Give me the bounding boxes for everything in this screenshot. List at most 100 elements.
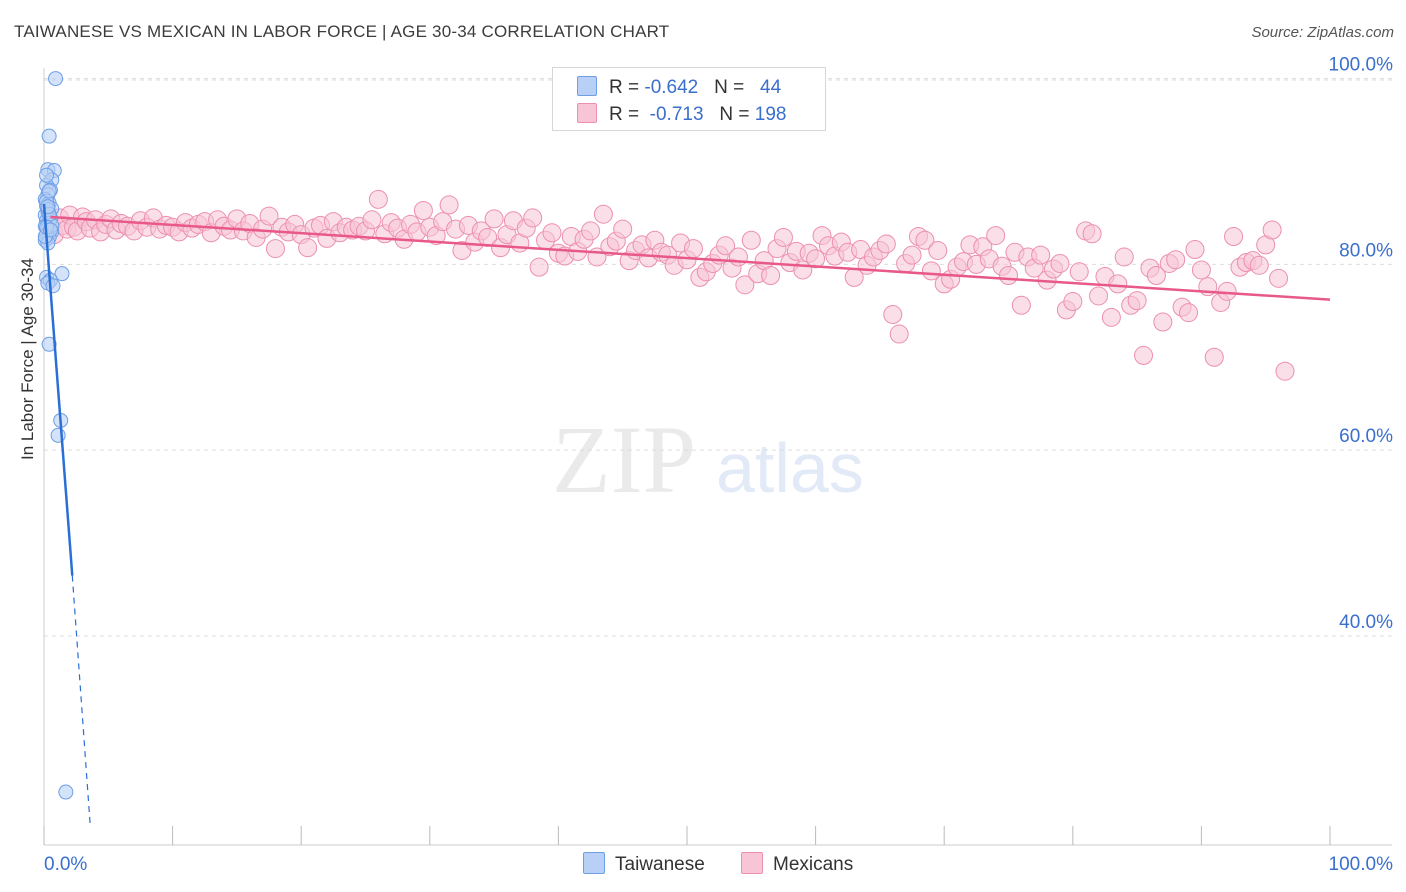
mexican-point (889, 324, 909, 344)
mexican-point (1217, 281, 1237, 301)
legend-n-label: N = (719, 104, 755, 125)
legend-n-label: N = (714, 77, 750, 98)
mexican-point (999, 266, 1018, 286)
mexican-point (1146, 266, 1166, 286)
mexican-point (1262, 220, 1282, 240)
taiwanese-point (41, 128, 57, 144)
watermark-atlas: atlas (716, 429, 864, 507)
legend-swatch-mexicans (577, 103, 597, 123)
mexican-point (728, 247, 748, 267)
legend-swatch-taiwanese (577, 76, 597, 96)
legend-n-value: 44 (760, 77, 782, 98)
taiwanese-trend-line (42, 203, 74, 576)
legend-row-taiwanese: R = -0.642 N = 44 (577, 76, 781, 100)
mexican-point (1134, 345, 1154, 365)
mexican-point (1050, 253, 1070, 273)
grid-lines (44, 78, 1392, 637)
mexican-point (773, 227, 793, 247)
legend-row-mexicans: R = -0.713 N = 198 (577, 103, 786, 127)
mexican-point (915, 230, 935, 250)
mexican-point (1069, 262, 1089, 282)
mexican-point (683, 239, 703, 259)
stats-legend: R = -0.642 N = 44 R = -0.713 N = 198 (552, 67, 826, 131)
mexican-point (1204, 347, 1224, 367)
mexican-point (368, 189, 388, 209)
bottom-legend-mexicans: Mexicans (741, 852, 853, 876)
mexican-point (986, 226, 1006, 246)
mexican-point (413, 200, 433, 220)
mexican-point (1031, 245, 1051, 265)
mexican-point (1185, 240, 1205, 260)
mexican-trend-line (50, 215, 1331, 301)
chart-source: Source: ZipAtlas.com (1251, 24, 1394, 41)
bottom-legend-label: Mexicans (773, 854, 854, 875)
mexican-point (1063, 292, 1083, 312)
mexican-point (581, 221, 601, 241)
mexican-point (1101, 307, 1121, 327)
y-tick-label: 60.0% (1339, 426, 1393, 447)
mexican-point (613, 219, 633, 239)
legend-r-value: -0.713 (649, 104, 704, 125)
mexican-point (1166, 250, 1186, 270)
taiwanese-point (48, 71, 64, 87)
legend-r-label: R = (609, 77, 645, 98)
taiwanese-point (41, 336, 57, 352)
mexican-point (716, 236, 736, 256)
mexican-point (883, 305, 903, 325)
mexican-point (1114, 247, 1134, 267)
mexican-point (439, 195, 459, 215)
mexican-point (529, 257, 549, 277)
bottom-legend-swatch-taiwanese (583, 852, 605, 874)
x-tick-label: 0.0% (44, 854, 87, 875)
legend-r-label: R = (609, 104, 645, 125)
bottom-legend-taiwanese: Taiwanese (583, 852, 705, 876)
legend-r-value: -0.642 (644, 77, 699, 98)
taiwanese-point (39, 167, 55, 183)
mexican-point (928, 240, 948, 260)
mexican-point (1275, 361, 1295, 381)
mexican-point (902, 245, 922, 265)
watermark-zip: ZIP (552, 406, 696, 513)
taiwanese-point (54, 266, 70, 282)
mexican-point (1191, 260, 1211, 280)
mexican-point (265, 239, 285, 259)
mexican-point (542, 223, 562, 243)
tick-labels: 40.0% 60.0% 80.0% 100.0% 0.0% 100.0% (44, 55, 1393, 875)
bottom-legend-label: Taiwanese (615, 854, 705, 875)
mexican-point (298, 238, 318, 258)
x-tick-label: 100.0% (1329, 854, 1394, 875)
mexican-point (259, 206, 279, 226)
mexican-point (741, 230, 761, 250)
taiwanese-point (58, 784, 74, 800)
taiwanese-point (40, 199, 56, 215)
bottom-legend-swatch-mexicans (741, 852, 763, 874)
chart-title: TAIWANESE VS MEXICAN IN LABOR FORCE | AG… (14, 22, 670, 41)
taiwanese-trend-extension (71, 575, 91, 827)
y-tick-label: 80.0% (1339, 240, 1393, 261)
taiwanese-point (45, 278, 61, 294)
mexican-point (1089, 286, 1109, 306)
mexican-point (1249, 255, 1269, 275)
mexican-point (484, 209, 504, 229)
mexican-point (806, 249, 826, 269)
mexican-point (1269, 268, 1289, 288)
watermark: ZIP atlas (552, 406, 864, 513)
mexican-point (593, 204, 613, 224)
mexican-point (1108, 274, 1128, 294)
mexican-point (1153, 312, 1173, 332)
taiwanese-point (41, 183, 57, 199)
mexican-point (1011, 295, 1031, 315)
mexican-point (1127, 291, 1147, 311)
mexican-point (876, 234, 896, 254)
y-tick-label: 40.0% (1339, 612, 1393, 633)
mexican-point (523, 208, 543, 228)
mexican-point (761, 266, 781, 286)
mexican-point (362, 210, 382, 230)
mexican-point (1224, 227, 1244, 247)
series-taiwanese (37, 71, 74, 800)
mexican-point (1082, 224, 1102, 244)
legend-n-value: 198 (754, 104, 787, 125)
y-tick-label: 100.0% (1329, 55, 1394, 76)
mexican-point (1179, 303, 1199, 323)
